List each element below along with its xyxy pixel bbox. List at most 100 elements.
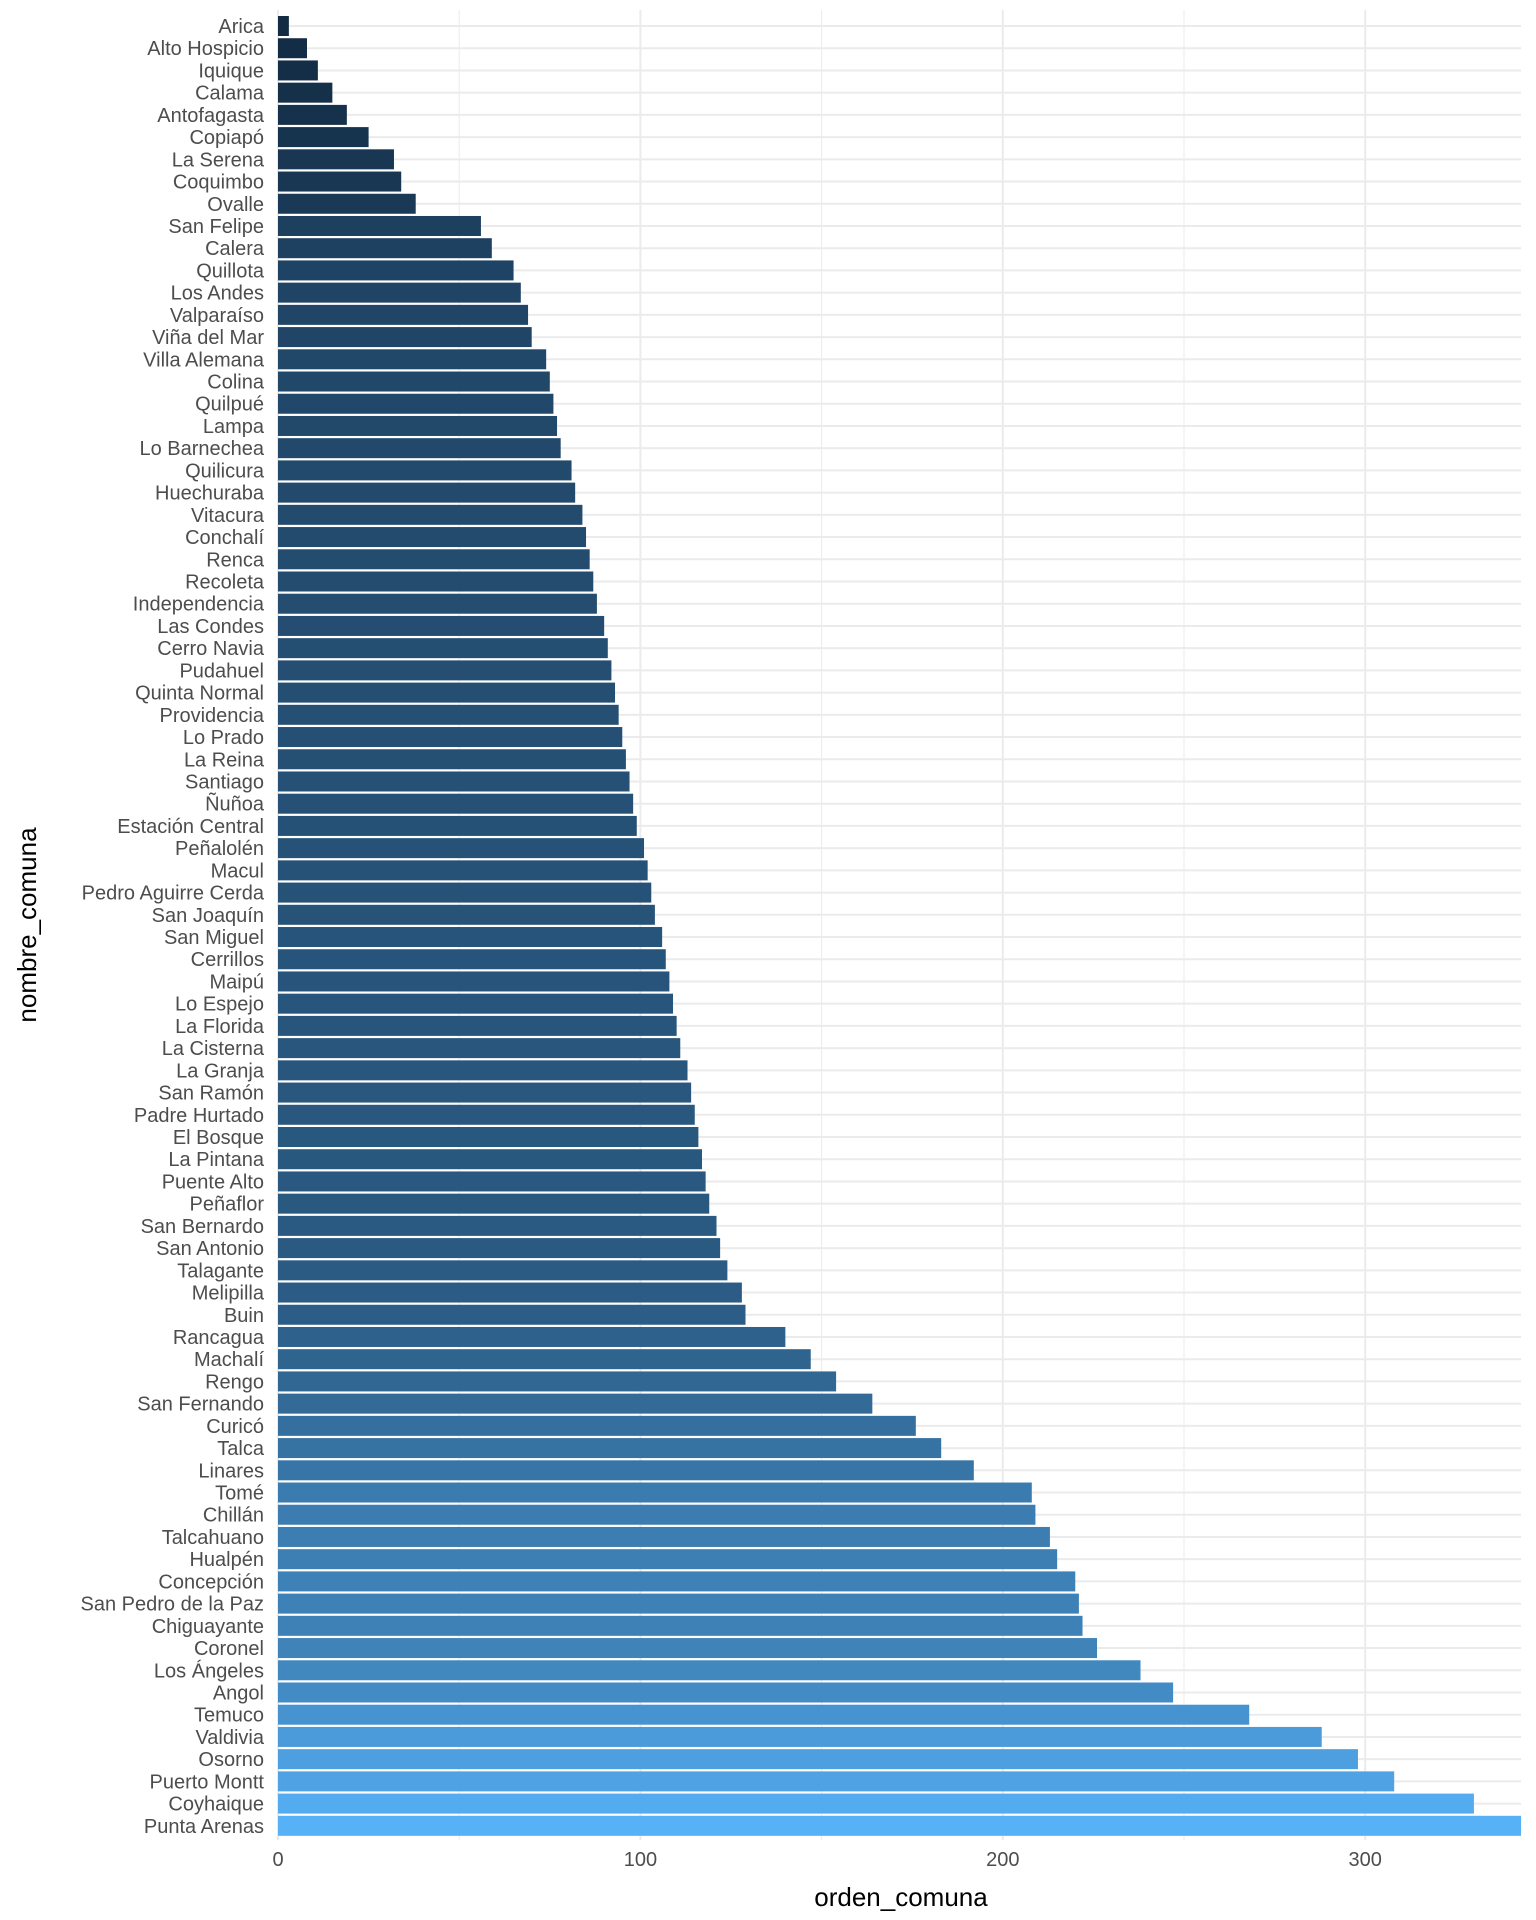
bar [278,1660,1141,1681]
y-tick-label: San Fernando [137,1394,264,1416]
y-tick-label: Lo Prado [183,727,264,749]
bar [278,371,550,392]
y-tick-label: Puerto Montt [149,1771,264,1793]
bar [278,1771,1395,1792]
bar [278,1260,728,1281]
bar [278,393,554,414]
y-tick-label: Macul [211,860,264,882]
y-tick-label: Lo Espejo [175,994,264,1016]
bar [278,1238,721,1259]
y-axis-title: nombre_comuna [12,827,42,1023]
bar [278,815,637,836]
bar [278,60,318,81]
y-tick-label: San Felipe [168,216,264,238]
y-tick-label: San Miguel [164,927,264,949]
y-tick-label: Los Ángeles [154,1659,264,1682]
bar [278,38,307,59]
bar [278,215,481,236]
x-tick-label: 0 [272,1849,283,1871]
y-tick-label: La Pintana [168,1149,265,1171]
bar [278,882,652,903]
y-tick-label: La Serena [172,149,265,171]
y-tick-label: Machalí [194,1349,264,1371]
y-tick-label: Cerrillos [191,949,264,971]
y-tick-label: La Reina [184,749,265,771]
bar [278,749,626,770]
bar [278,682,616,703]
bar [278,282,521,303]
y-tick-label: Santiago [185,771,264,793]
y-tick-label: Maipú [210,971,264,993]
y-tick-label: Melipilla [192,1283,265,1305]
y-tick-label: Buin [224,1305,264,1327]
y-tick-label: La Florida [175,1016,265,1038]
bar [278,1326,786,1347]
bar [278,971,670,992]
bar [278,504,583,525]
bar [278,949,666,970]
y-tick-label: San Pedro de la Paz [81,1594,264,1616]
bar [278,1393,873,1414]
bar [278,1349,811,1370]
bar [278,1438,942,1459]
y-tick-label: San Bernardo [141,1216,264,1238]
bar [278,1638,1098,1659]
y-tick-label: Temuco [194,1705,264,1727]
bar [278,482,576,503]
bar [278,349,547,370]
bar [278,638,608,659]
bar [278,527,587,548]
y-tick-label: Viña del Mar [152,327,264,349]
bar [278,1371,837,1392]
y-tick-label: Talagante [177,1260,264,1282]
y-tick-label: La Granja [176,1060,265,1082]
bar [278,304,529,325]
y-tick-label: Las Condes [157,616,264,638]
y-tick-label: Renca [206,549,265,571]
bar [278,1215,717,1236]
y-tick-label: La Cisterna [162,1038,265,1060]
y-tick-label: Pudahuel [179,660,264,682]
y-tick-label: Punta Arenas [144,1816,264,1838]
bar [278,1171,706,1192]
y-tick-label: Conchalí [185,527,264,549]
y-tick-label: Linares [198,1460,264,1482]
bar [278,104,347,125]
bar [278,127,369,148]
bar [278,1082,692,1103]
bar [278,438,561,459]
bar [278,193,416,214]
bar [278,1615,1083,1636]
bar [278,771,630,792]
bar [278,1015,677,1036]
y-tick-label: Concepción [158,1571,264,1593]
y-tick-label: Padre Hurtado [134,1105,264,1127]
y-tick-label: Quilicura [185,460,265,482]
y-tick-label: Quillota [196,260,265,282]
bar [278,704,619,725]
x-tick-label: 300 [1349,1849,1382,1871]
y-tick-label: Lampa [203,416,265,438]
bar [278,1682,1174,1703]
bar [278,1549,1058,1570]
bar [278,615,605,636]
bar [278,1593,1079,1614]
bar [278,993,674,1014]
bar [278,838,645,859]
y-tick-label: Alto Hospicio [147,38,264,60]
x-tick-label: 100 [624,1849,657,1871]
bar [278,1571,1076,1592]
y-tick-label: Cerro Navia [157,638,265,660]
bar [278,1526,1050,1547]
bar [278,660,612,681]
bar [278,1193,710,1214]
bar [278,1104,695,1125]
bar [278,549,590,570]
bar [278,1460,974,1481]
bar [278,1304,746,1325]
y-tick-label: Tomé [215,1483,264,1505]
y-tick-label: Huechuraba [155,483,265,505]
y-tick-label: Copiapó [189,127,264,149]
y-tick-label: Talcahuano [162,1527,264,1549]
